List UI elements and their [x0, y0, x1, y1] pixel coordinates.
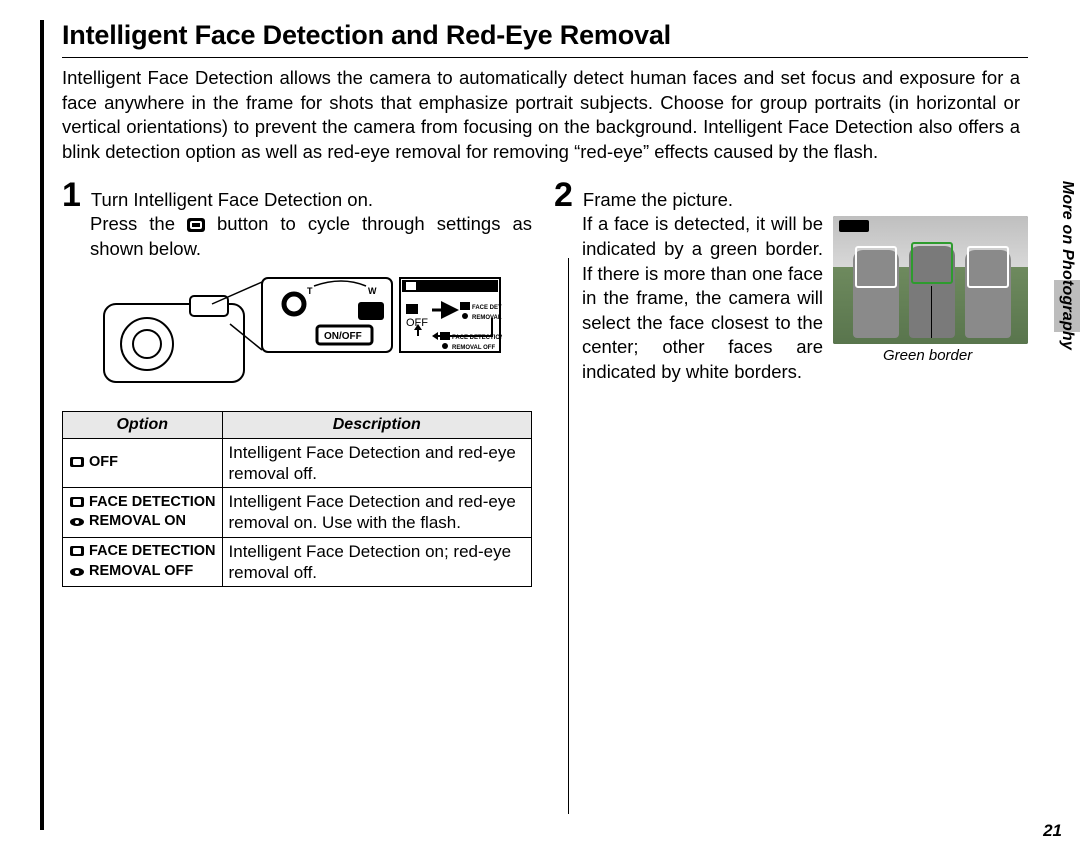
- page-title: Intelligent Face Detection and Red-Eye R…: [62, 20, 1028, 58]
- step-number: 1: [62, 178, 81, 212]
- svg-text:ON/OFF: ON/OFF: [324, 331, 362, 342]
- page-number: 21: [1043, 821, 1062, 841]
- step-2-body: Green border If a face is detected, it w…: [582, 212, 1028, 384]
- right-column: 2 Frame the picture.: [554, 178, 1028, 587]
- columns: 1 Turn Intelligent Face Detection on. Pr…: [62, 178, 1028, 587]
- svg-text:REMOVAL ON: REMOVAL ON: [472, 315, 502, 321]
- step-number: 2: [554, 178, 573, 212]
- step-title: Turn Intelligent Face Detection on.: [91, 189, 373, 211]
- step-title: Frame the picture.: [583, 189, 733, 211]
- left-column: 1 Turn Intelligent Face Detection on. Pr…: [62, 178, 532, 587]
- opt-label: REMOVAL OFF: [89, 563, 193, 579]
- face-icon: [69, 456, 85, 468]
- opt-desc: Intelligent Face Detection and red-eye r…: [222, 438, 531, 488]
- opt-label: FACE DETECTION: [89, 494, 215, 510]
- camera-illustration: T W ON/OFF OFF: [102, 274, 502, 399]
- face-icon: [69, 496, 85, 508]
- opt-label: REMOVAL ON: [89, 513, 186, 529]
- example-photo-figure: Green border: [833, 216, 1028, 366]
- callout-line: [931, 286, 932, 338]
- step-2-heading: 2 Frame the picture.: [554, 178, 1028, 212]
- opt-label: OFF: [89, 454, 118, 470]
- svg-text:W: W: [368, 286, 377, 296]
- example-photo: [833, 216, 1028, 344]
- face-box-green: [911, 242, 953, 284]
- step-2-text: If a face is detected, it will be indica…: [582, 213, 823, 382]
- options-table: Option Description OFF Intelligent Face …: [62, 411, 532, 588]
- step-1-body-a: Press the: [90, 213, 187, 234]
- table-row: FACE DETECTION REMOVAL OFF Intelligent F…: [63, 537, 532, 587]
- svg-text:T: T: [307, 286, 313, 296]
- step-1-heading: 1 Turn Intelligent Face Detection on.: [62, 178, 532, 212]
- face-box-white: [855, 246, 897, 288]
- step-1-body: Press the button to cycle through settin…: [90, 212, 532, 261]
- opt-desc: Intelligent Face Detection and red-eye r…: [222, 488, 531, 538]
- face-detect-button-icon: [187, 218, 205, 232]
- svg-text:REMOVAL OFF: REMOVAL OFF: [452, 345, 495, 351]
- table-row: FACE DETECTION REMOVAL ON Intelligent Fa…: [63, 488, 532, 538]
- overlay-icon: [839, 220, 869, 232]
- svg-text:FACE DETECTION: FACE DETECTION: [472, 305, 502, 311]
- photo-caption: Green border: [883, 346, 1028, 366]
- table-header-row: Option Description: [63, 411, 532, 438]
- intro-paragraph: Intelligent Face Detection allows the ca…: [62, 66, 1028, 164]
- svg-text:FACE DETECTION: FACE DETECTION: [452, 335, 502, 341]
- eye-icon: [69, 517, 85, 527]
- face-icon: [69, 545, 85, 557]
- col-description: Description: [222, 411, 531, 438]
- manual-page: Intelligent Face Detection and Red-Eye R…: [40, 20, 1028, 830]
- table-row: OFF Intelligent Face Detection and red-e…: [63, 438, 532, 488]
- opt-desc: Intelligent Face Detection on; red-eye r…: [222, 537, 531, 587]
- col-option: Option: [63, 411, 223, 438]
- eye-icon: [69, 567, 85, 577]
- section-label: More on Photography: [1058, 181, 1076, 350]
- opt-label: FACE DETECTION: [89, 543, 215, 559]
- face-box-white: [967, 246, 1009, 288]
